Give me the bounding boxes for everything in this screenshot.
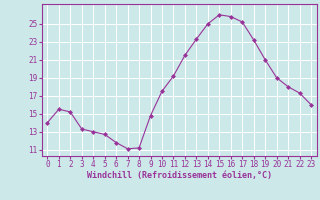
X-axis label: Windchill (Refroidissement éolien,°C): Windchill (Refroidissement éolien,°C) [87,171,272,180]
